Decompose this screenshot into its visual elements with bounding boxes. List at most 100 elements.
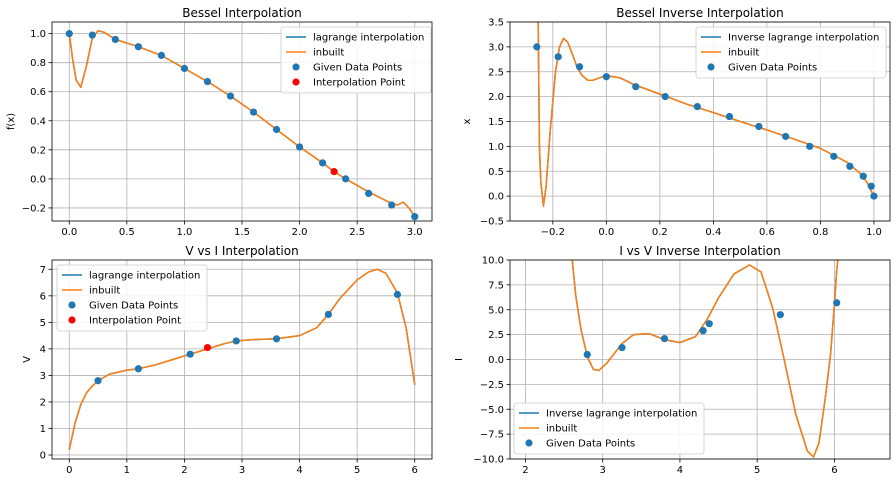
chart-panel-4: 2 3 4 5 6 −10.0 −7.5 −5.0 −2.5 0.0 2.5 5.0 7.5 10.0 I … xyxy=(454,244,891,476)
y-tick-label: 2.5 xyxy=(488,330,504,341)
data-point xyxy=(632,83,640,91)
y-tick-label: 1.5 xyxy=(488,117,504,128)
y-tick-label: 3.5 xyxy=(488,18,504,29)
data-point xyxy=(65,30,73,38)
y-tick-label: −2.5 xyxy=(480,380,504,391)
x-tick-label: 0 xyxy=(66,465,72,476)
data-point xyxy=(859,172,867,180)
y-tick-label: 7 xyxy=(40,265,46,276)
x-tick-label: 3 xyxy=(239,465,245,476)
y-axis-label: V xyxy=(22,356,33,363)
data-point xyxy=(782,132,790,141)
y-axis-label: I xyxy=(454,358,465,361)
legend-entry-label: Given Data Points xyxy=(728,63,817,74)
x-tick-label: 5 xyxy=(354,465,360,476)
x-tick-label: 1.0 xyxy=(866,227,882,238)
data-point xyxy=(660,335,669,343)
data-point xyxy=(870,192,878,200)
legend-entry-label: lagrange interpolation xyxy=(313,33,424,44)
y-tick-label: 5.0 xyxy=(488,305,504,316)
chart-title: V vs I Interpolation xyxy=(185,244,298,258)
legend-marker-swatch xyxy=(68,316,76,324)
y-tick-label: 2.5 xyxy=(488,67,504,78)
y-tick-label: 0.0 xyxy=(488,355,504,366)
data-point xyxy=(867,182,875,190)
legend-entry-label: Given Data Points xyxy=(546,439,635,450)
data-point xyxy=(319,159,327,167)
data-point xyxy=(272,125,281,134)
y-tick-label: 2 xyxy=(40,397,46,408)
legend: Inverse lagrange interpolation inbuilt Giv… xyxy=(695,26,887,79)
data-point xyxy=(755,122,763,131)
data-point xyxy=(575,63,584,71)
y-tick-label: 0.6 xyxy=(30,87,46,98)
x-tick-label: 6 xyxy=(831,465,837,476)
legend-frame xyxy=(513,402,705,455)
data-point xyxy=(833,299,841,307)
legend: lagrange interpolation inbuilt Given Data … xyxy=(280,26,432,94)
legend-marker-swatch xyxy=(707,63,715,71)
chart-panel-3: 0 1 2 3 4 5 6 0 1 2 3 4 5 6 7 V vs I Interpolation Vlagr… xyxy=(22,244,433,476)
y-tick-label: −7.5 xyxy=(480,430,504,441)
x-tick-label: 0.4 xyxy=(705,227,721,238)
series-line-inbuilt xyxy=(537,22,875,207)
data-point xyxy=(705,320,713,328)
x-tick-label: 3 xyxy=(599,465,605,476)
y-tick-label: 1.0 xyxy=(488,142,504,153)
data-point xyxy=(88,31,96,39)
data-point xyxy=(411,213,419,221)
data-point xyxy=(134,365,142,373)
series-line-inbuilt xyxy=(571,260,839,458)
data-point xyxy=(699,327,707,335)
data-point xyxy=(693,102,701,111)
y-tick-label: 1 xyxy=(40,424,46,435)
x-tick-label: 1 xyxy=(124,465,130,476)
y-tick-label: 0.0 xyxy=(30,174,46,185)
legend-entry-label: inbuilt xyxy=(728,48,759,59)
x-tick-label: 4 xyxy=(296,465,302,476)
data-point xyxy=(157,51,165,60)
y-axis-label: x xyxy=(462,118,473,124)
legend-marker-swatch xyxy=(525,439,533,447)
plot-series xyxy=(65,29,419,221)
x-tick-label: 6 xyxy=(412,465,418,476)
data-point xyxy=(203,77,212,86)
data-point xyxy=(776,311,784,319)
y-tick-label: 0.5 xyxy=(488,167,504,178)
legend: Inverse lagrange interpolation inbuilt Giv… xyxy=(513,402,705,455)
chart-panel-1: 0.0 0.5 1.0 1.5 2.0 2.5 3.0 −0.2 0.0 0.2 0.4 0.6 0.8… xyxy=(6,6,433,238)
grid xyxy=(52,22,432,221)
data-point xyxy=(830,152,838,160)
legend-frame xyxy=(56,264,208,332)
legend-frame xyxy=(695,26,887,79)
data-point xyxy=(365,189,373,198)
data-point xyxy=(324,310,332,318)
legend-marker-swatch xyxy=(292,63,300,71)
data-point xyxy=(272,335,281,343)
legend-entry-label: Given Data Points xyxy=(89,301,178,312)
x-tick-label: 0.5 xyxy=(119,227,135,238)
y-tick-label: 3 xyxy=(40,371,46,382)
legend-marker-swatch xyxy=(292,78,300,86)
chart-title: Bessel Interpolation xyxy=(182,6,301,20)
y-tick-label: −0.5 xyxy=(480,217,504,228)
legend-frame xyxy=(280,26,432,94)
data-point xyxy=(554,53,562,61)
data-point xyxy=(342,175,350,183)
interpolation-point xyxy=(330,168,338,176)
x-tick-label: 2.5 xyxy=(349,227,365,238)
data-point xyxy=(226,92,235,100)
data-point xyxy=(583,350,591,359)
y-tick-label: 0.4 xyxy=(30,116,46,127)
data-point xyxy=(661,93,669,101)
plot-series xyxy=(68,268,416,450)
y-tick-label: −10.0 xyxy=(473,455,504,466)
x-tick-label: −0.2 xyxy=(541,227,565,238)
data-point xyxy=(186,350,194,358)
data-point xyxy=(232,337,240,345)
y-tick-label: 4 xyxy=(40,344,46,355)
legend-entry-label: lagrange interpolation xyxy=(89,271,200,282)
data-point xyxy=(111,35,119,44)
legend-entry-label: Inverse lagrange interpolation xyxy=(546,409,697,420)
